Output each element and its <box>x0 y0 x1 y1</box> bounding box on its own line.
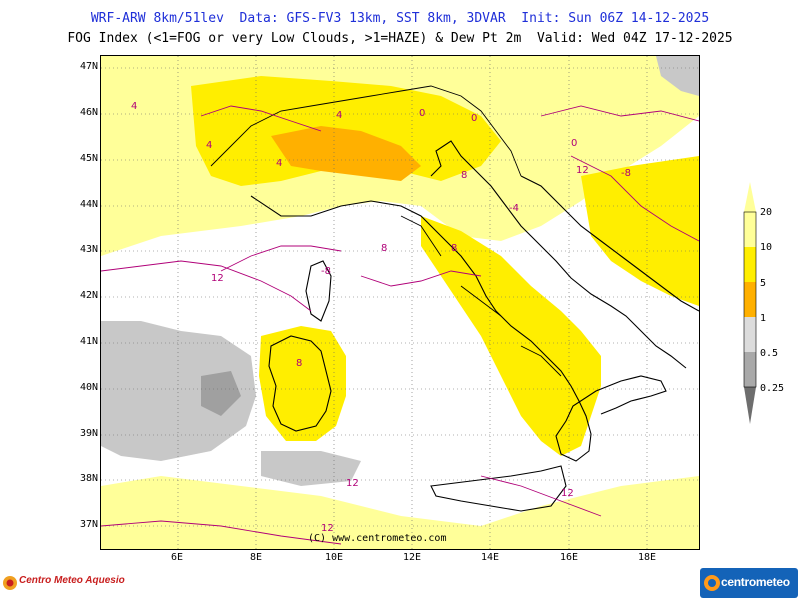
header-subtitle: FOG Index (<1=FOG or very Low Clouds, >1… <box>67 31 733 46</box>
contour-label: 0 <box>471 113 477 124</box>
coast-italy-east <box>430 140 687 369</box>
logo-right-text: centrometeo <box>721 575 790 589</box>
border-alps <box>210 85 522 177</box>
fog-fields <box>101 56 699 549</box>
legend-colorbar <box>743 182 757 424</box>
lat-label: 40N <box>79 382 98 393</box>
national-borders <box>210 85 562 377</box>
lat-label: 38N <box>79 473 98 484</box>
lon-label: 14E <box>480 552 500 563</box>
legend-arrow-top <box>744 182 756 212</box>
lon-label: 18E <box>637 552 657 563</box>
lat-label: 39N <box>79 428 98 439</box>
lat-label: 45N <box>79 153 98 164</box>
contour-label: 4 <box>206 140 212 151</box>
fill-peninsula-yellow <box>421 216 601 456</box>
lat-label: 42N <box>79 290 98 301</box>
legend-label: 1 <box>760 313 767 324</box>
contour-8 <box>200 105 322 132</box>
contour-label: 0 <box>419 108 425 119</box>
lat-label: 47N <box>79 61 98 72</box>
logo-sun-core-icon <box>6 579 14 587</box>
fill-fog-dark <box>201 371 241 416</box>
legend-swatch-05 <box>744 352 756 387</box>
coastlines <box>250 140 699 512</box>
contour-label: 8 <box>296 358 302 369</box>
fill-sea-fog-south <box>261 451 361 486</box>
centro-meteo-aquesio-logo[interactable] <box>2 570 132 596</box>
contour-6 <box>480 475 602 517</box>
contour-label: -4 <box>509 203 519 214</box>
legend-outline <box>743 211 757 388</box>
contour-7 <box>360 270 482 287</box>
fog-index-map: 4 4 0 4 0 4 -4 8 12 -8 -8 12 8 8 8 12 12 0 12 <box>100 55 700 550</box>
border-regions <box>400 215 562 377</box>
header-title: WRF-ARW 8km/51lev Data: GFS-FV3 13km, SS… <box>90 11 710 26</box>
contour-label-layer: 4 4 0 4 0 4 -4 8 12 -8 -8 12 8 8 8 12 12 0 12 <box>131 101 631 534</box>
lon-label: 12E <box>402 552 422 563</box>
legend-label: 10 <box>760 242 773 253</box>
lat-label: 46N <box>79 107 98 118</box>
fill-ne-fog <box>656 56 699 96</box>
map-svg: 4 4 0 4 0 4 -4 8 12 -8 -8 12 8 8 8 12 12 0 12 <box>101 56 699 549</box>
lon-label: 16E <box>559 552 579 563</box>
contour-label: 8 <box>461 170 467 181</box>
legend-label: 5 <box>760 278 767 289</box>
coast-italy <box>250 195 667 462</box>
contour-label: -8 <box>321 266 331 277</box>
coast-sardinia <box>268 335 332 432</box>
lon-label: 8E <box>249 552 263 563</box>
lon-label: 6E <box>170 552 184 563</box>
contour-label: 12 <box>561 488 574 499</box>
contour-label: 12 <box>346 478 359 489</box>
coast-corsica <box>305 260 332 322</box>
legend-swatch-5 <box>744 282 756 317</box>
lon-label: 10E <box>324 552 344 563</box>
legend-swatch-1 <box>744 317 756 352</box>
legend-arrow-bottom <box>744 387 756 424</box>
logo-left-text: Centro Meteo Aquesio <box>19 575 125 586</box>
map-credit: (C) www.centrometeo.com <box>308 533 447 544</box>
lat-label: 43N <box>79 244 98 255</box>
contour-label: -8 <box>621 168 631 179</box>
contour-label: 12 <box>576 165 589 176</box>
fill-sea-fog <box>101 321 256 461</box>
contour-label: 4 <box>131 101 137 112</box>
fill-balkan-yellow <box>581 156 699 306</box>
contour-5 <box>101 520 342 545</box>
contour-label: 4 <box>276 158 282 169</box>
contour-2 <box>220 245 342 272</box>
centrometeo-logo[interactable] <box>700 568 798 598</box>
logo-globe-icon <box>704 575 720 591</box>
contour-label: 12 <box>321 523 334 534</box>
coast-balkans <box>520 175 699 312</box>
legend-label: 0.25 <box>760 383 785 394</box>
legend-swatch-20 <box>744 212 756 247</box>
legend-swatch-10 <box>744 247 756 282</box>
coast-sicily <box>430 465 567 512</box>
dewpoint-contours <box>101 105 699 545</box>
legend-label: 20 <box>760 207 773 218</box>
contour-label: 0 <box>571 138 577 149</box>
contour-3 <box>540 105 699 122</box>
lat-label: 41N <box>79 336 98 347</box>
lat-label: 37N <box>79 519 98 530</box>
contour-label: 8 <box>381 243 387 254</box>
contour-label: 12 <box>211 273 224 284</box>
lat-label: 44N <box>79 199 98 210</box>
contour-1 <box>101 260 312 312</box>
contour-label: 8 <box>451 243 457 254</box>
contour-4 <box>570 155 699 242</box>
contour-label: 4 <box>336 110 342 121</box>
fill-po-orange <box>271 126 421 181</box>
fill-sardinia-haze <box>259 326 346 441</box>
legend-label: 0.5 <box>760 348 779 359</box>
